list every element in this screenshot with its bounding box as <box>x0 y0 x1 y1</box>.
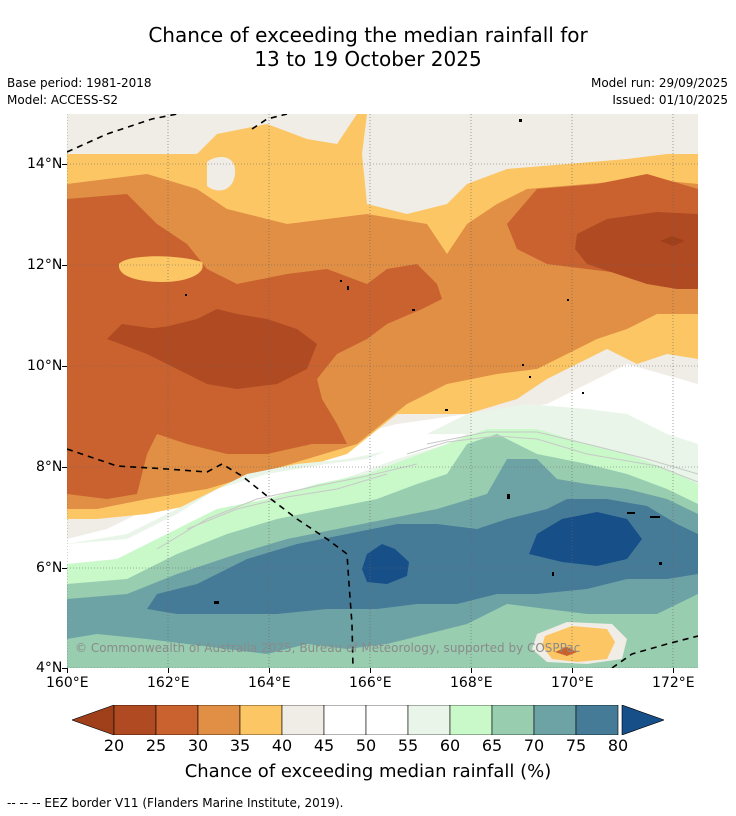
colorbar-tick-label: 75 <box>565 736 587 755</box>
lat-tick <box>62 265 67 266</box>
lon-label-162e: 162°E <box>147 675 190 691</box>
rainfall-map: © Commonwealth of Australia 2025, Bureau… <box>67 114 698 668</box>
colorbar-cell <box>197 705 241 735</box>
rainfall-contour-map <box>67 114 698 668</box>
contour-lt20-east <box>660 236 685 246</box>
chart-title-line1: Chance of exceeding the median rainfall … <box>148 23 588 47</box>
colorbar-extend-low <box>72 705 115 735</box>
lat-label-4n: 4°N <box>36 660 63 676</box>
contour-white-notch <box>207 157 236 191</box>
lat-label-10n: 10°N <box>27 358 63 374</box>
lat-label-12n: 12°N <box>27 257 63 273</box>
colorbar-cell <box>365 705 409 735</box>
contour-gt80-center <box>362 544 409 584</box>
contour-gt80-east <box>529 512 642 566</box>
contour-island-se-25 <box>555 647 577 656</box>
colorbar-cell <box>113 705 157 735</box>
colorbar-tick-label: 50 <box>355 736 377 755</box>
lon-label-170e: 170°E <box>551 675 594 691</box>
colorbar-tick-label: 70 <box>523 736 545 755</box>
lat-label-14n: 14°N <box>27 156 63 172</box>
lon-tick <box>572 668 573 673</box>
eez-footnote: -- -- -- EEZ border V11 (Flanders Marine… <box>7 796 344 810</box>
colorbar-cell <box>533 705 577 735</box>
lat-tick <box>62 366 67 367</box>
contour-island-35 <box>118 256 203 282</box>
lon-tick <box>67 668 68 673</box>
colorbar-cell <box>155 705 199 735</box>
lat-tick <box>62 164 67 165</box>
colorbar-tick-label: 20 <box>103 736 125 755</box>
issued-date: Issued: 01/10/2025 <box>612 93 728 107</box>
lat-label-6n: 6°N <box>36 560 63 576</box>
contour-lines <box>156 431 698 550</box>
islands <box>185 119 662 604</box>
colorbar-tick-label: 35 <box>229 736 251 755</box>
gridlines <box>67 114 698 668</box>
eez-borders <box>67 114 698 668</box>
lon-tick <box>673 668 674 673</box>
colorbar-cell <box>491 705 535 735</box>
lon-tick <box>168 668 169 673</box>
lon-label-160e: 160°E <box>46 675 89 691</box>
lat-tick <box>62 568 67 569</box>
colorbar-tick-label: 45 <box>313 736 335 755</box>
contour-20-25-west-2 <box>147 309 267 339</box>
colorbar-tick-label: 80 <box>607 736 629 755</box>
colorbar-tick-label: 30 <box>187 736 209 755</box>
contour-20-25-east <box>575 212 698 289</box>
model-run: Model run: 29/09/2025 <box>590 76 728 90</box>
lon-tick <box>471 668 472 673</box>
lat-tick <box>62 668 67 669</box>
colorbar-tick-label: 60 <box>439 736 461 755</box>
colorbar-tick-label: 65 <box>481 736 503 755</box>
colorbar-cell <box>323 705 367 735</box>
colorbar-extend-high <box>621 705 664 735</box>
lon-label-168e: 168°E <box>450 675 493 691</box>
lon-label-164e: 164°E <box>248 675 291 691</box>
map-copyright: © Commonwealth of Australia 2025, Bureau… <box>75 641 581 655</box>
colorbar-title: Chance of exceeding median rainfall (%) <box>184 761 552 782</box>
lon-label-166e: 166°E <box>349 675 392 691</box>
colorbar <box>72 705 664 735</box>
chart-title-line2: 13 to 19 October 2025 <box>254 47 482 71</box>
colorbar-tick-label: 40 <box>271 736 293 755</box>
colorbar-cell <box>449 705 493 735</box>
lon-tick <box>269 668 270 673</box>
colorbar-cell <box>281 705 325 735</box>
colorbar-cell <box>407 705 451 735</box>
colorbar-cell <box>239 705 283 735</box>
model-name: Model: ACCESS-S2 <box>7 93 119 107</box>
lon-label-172e: 172°E <box>652 675 695 691</box>
colorbar-tick-label: 55 <box>397 736 419 755</box>
colorbar-tick-label: 25 <box>145 736 167 755</box>
lon-tick <box>370 668 371 673</box>
lat-label-8n: 8°N <box>36 459 63 475</box>
lat-tick <box>62 467 67 468</box>
base-period: Base period: 1981-2018 <box>7 76 152 90</box>
colorbar-cell <box>575 705 619 735</box>
